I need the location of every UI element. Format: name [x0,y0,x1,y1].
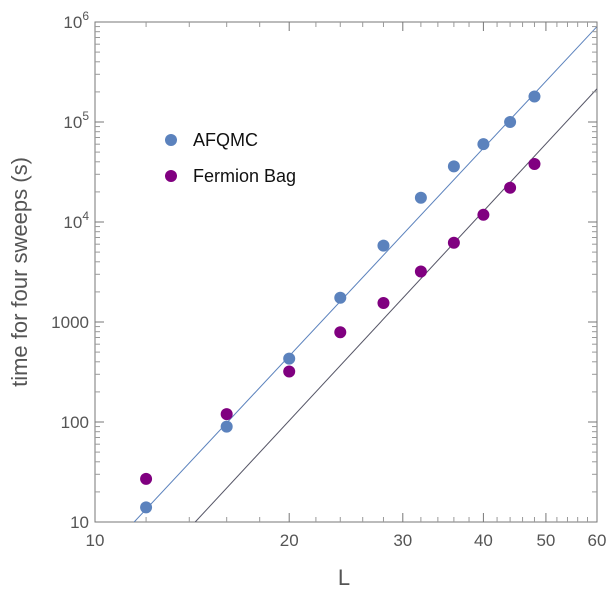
legend-label-series-1: AFQMC [193,130,258,150]
legend-marker-series-2 [165,170,177,182]
data-point-series-2 [220,408,233,421]
y-axis-ticks: 10 100 1000 104 105 106 [51,9,597,532]
x-tick-label: 40 [474,531,493,550]
data-point-series-2 [477,208,490,221]
data-point-series-1 [447,160,460,173]
legend: AFQMC Fermion Bag [165,130,296,186]
x-axis-ticks: 10 20 30 40 50 60 [86,22,607,550]
data-point-series-2 [528,158,541,171]
data-point-series-2 [377,296,390,309]
data-point-series-1 [220,420,233,433]
y-axis-label: time for four sweeps (s) [7,157,32,387]
x-tick-label: 60 [588,531,607,550]
y-tick-label: 106 [63,9,89,32]
data-point-series-1 [477,138,490,151]
y-tick-label: 104 [63,209,89,232]
legend-marker-series-1 [165,134,177,146]
fit-lines [133,26,597,522]
fit-line-1 [133,26,597,522]
data-point-series-1 [504,116,517,128]
data-point-series-2 [140,472,153,485]
legend-label-series-2: Fermion Bag [193,166,296,186]
fit-line-2 [194,88,597,522]
data-point-series-1 [377,239,390,252]
x-tick-label: 20 [280,531,299,550]
data-point-series-1 [283,352,296,365]
x-tick-label: 10 [86,531,105,550]
y-tick-label: 105 [63,109,89,132]
x-tick-label: 50 [536,531,555,550]
data-point-series-2 [334,326,347,339]
plot-frame [94,21,598,523]
data-point-series-1 [140,501,153,514]
data-point-series-2 [504,181,517,194]
data-point-series-2 [283,365,296,378]
x-tick-label: 30 [393,531,412,550]
data-point-series-2 [447,236,460,249]
y-tick-label: 100 [61,413,89,432]
data-point-series-1 [334,291,347,304]
x-axis-label: L [338,565,350,589]
data-point-series-1 [528,90,541,103]
data-points [140,90,541,514]
y-tick-label: 10 [70,513,89,532]
data-point-series-1 [414,191,427,204]
y-tick-label: 1000 [51,313,89,332]
data-point-series-2 [414,265,427,278]
